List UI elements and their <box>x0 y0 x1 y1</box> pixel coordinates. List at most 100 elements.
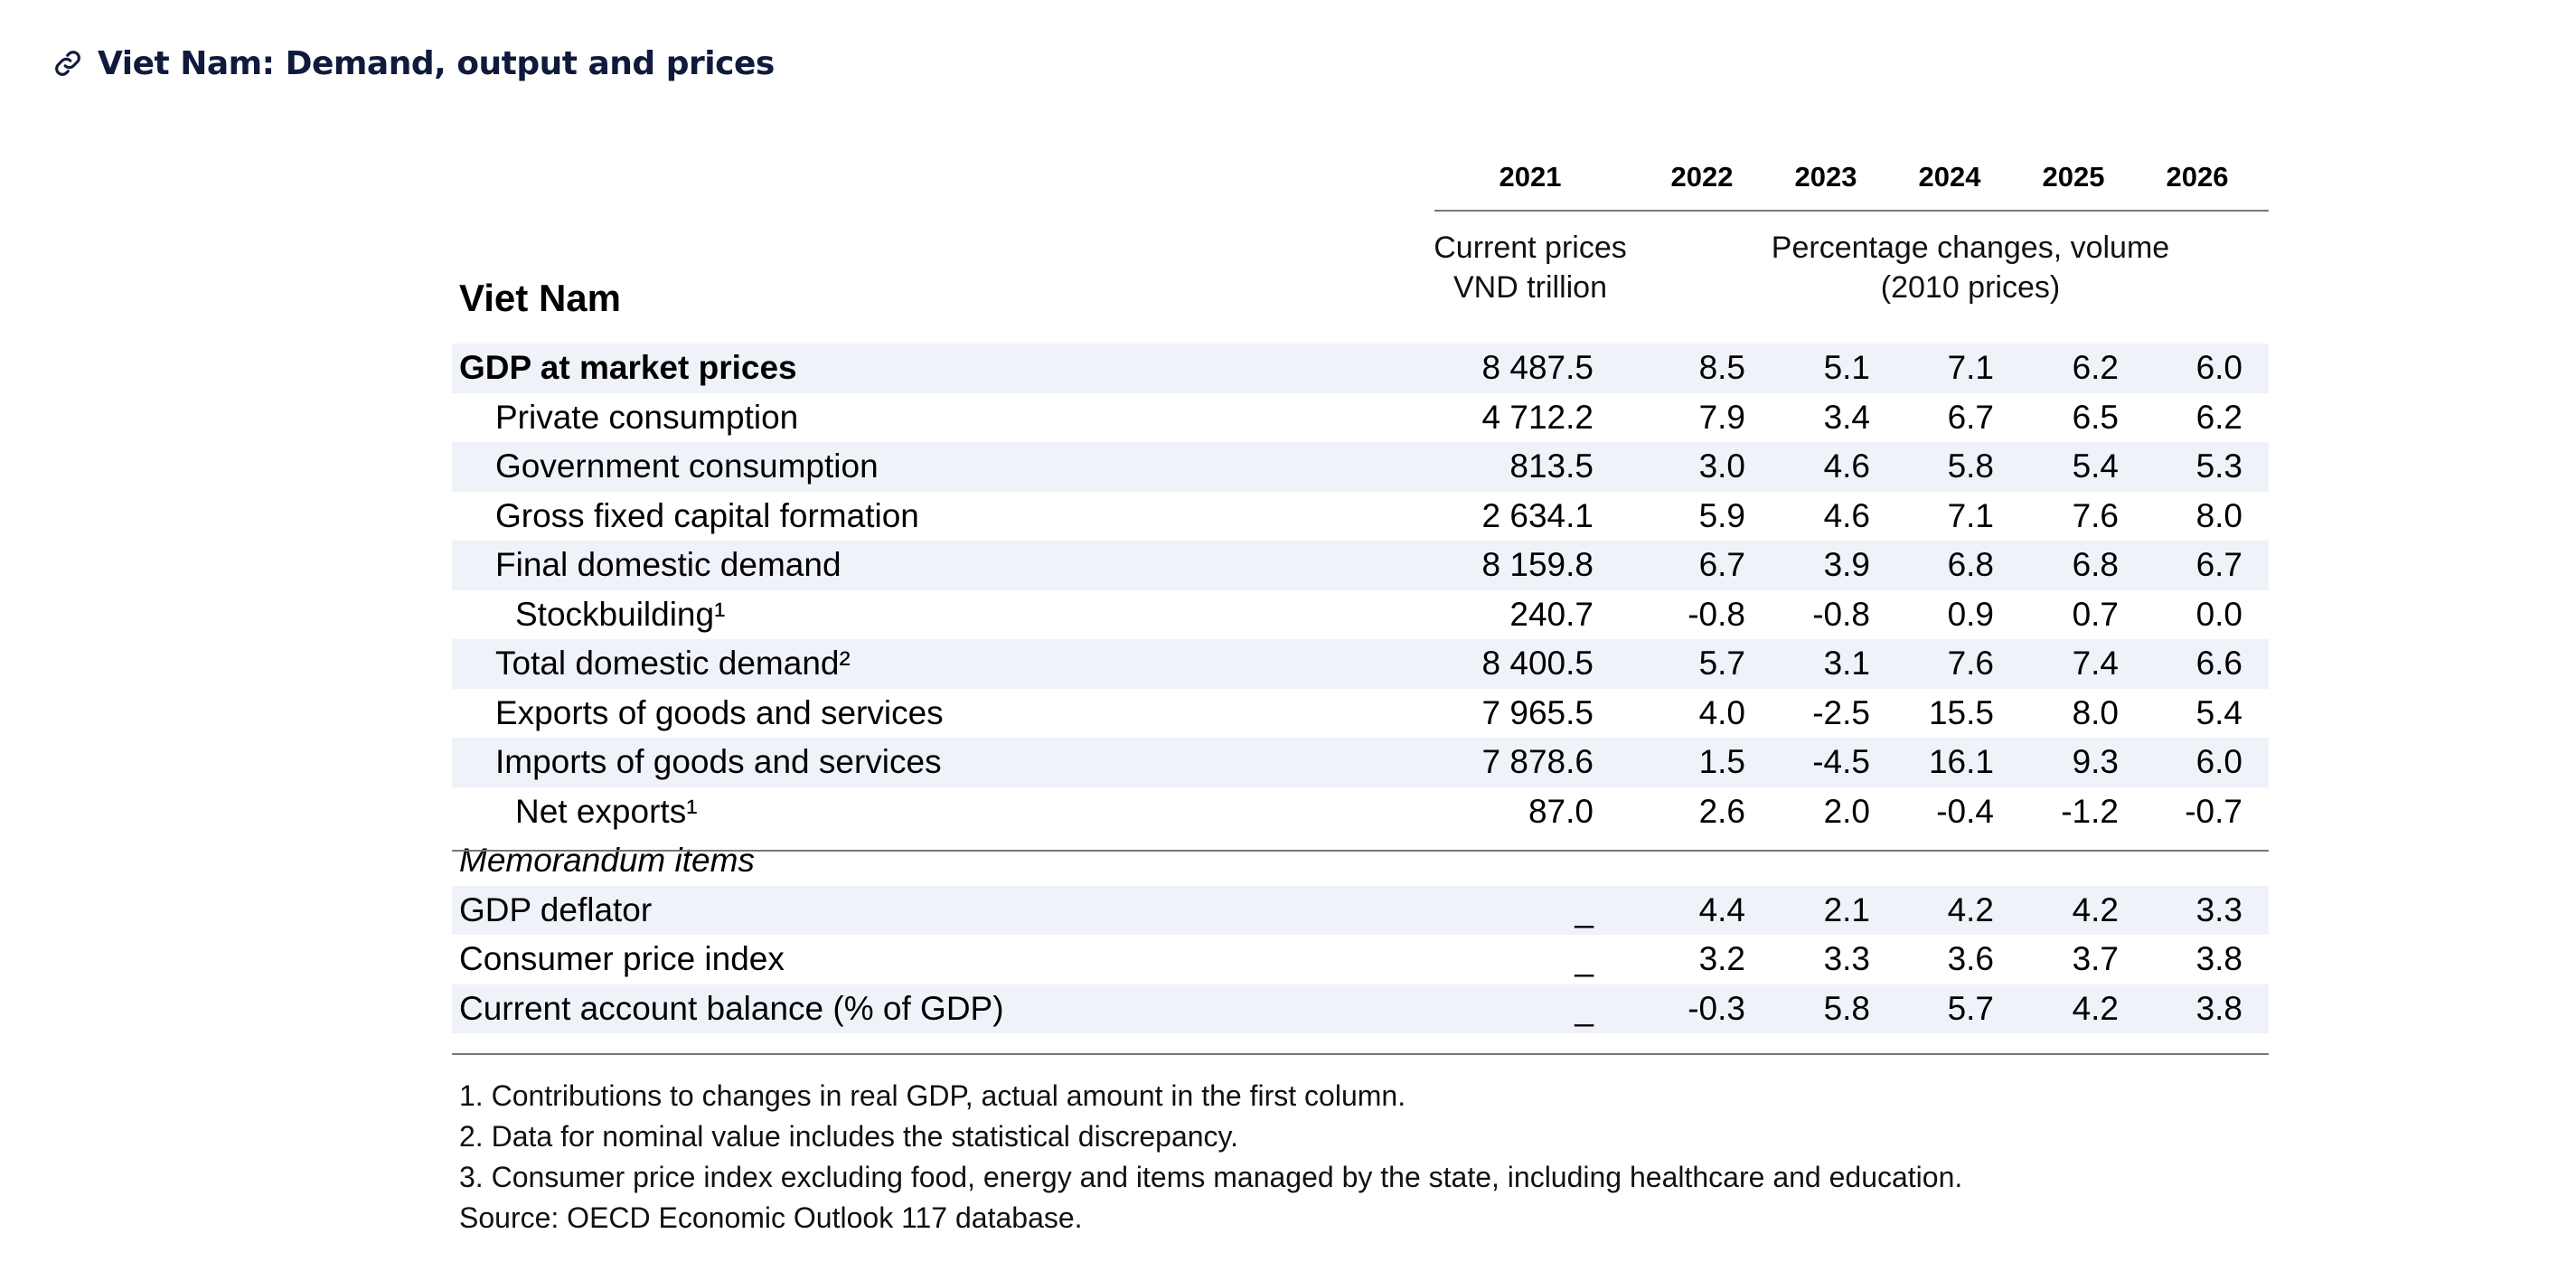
source-note: Source: OECD Economic Outlook 117 databa… <box>459 1201 1083 1234</box>
cell-value: 5.7 <box>1947 989 1994 1027</box>
cell-value: 0.9 <box>1947 595 1994 633</box>
cell-value: 6.7 <box>2195 546 2242 583</box>
cell-value: 3.8 <box>2195 989 2242 1027</box>
cell-value: 3.9 <box>1823 546 1870 583</box>
row-label: Private consumption <box>495 398 799 436</box>
country-heading: Viet Nam <box>459 277 621 319</box>
demand-output-prices-table: 2021 2022 2023 2024 2025 2026 Current pr… <box>452 145 2269 1252</box>
header-rule <box>1434 210 2269 212</box>
cell-value: 4.2 <box>2072 890 2119 928</box>
footnotes: 1. Contributions to changes in real GDP,… <box>459 1076 2267 1238</box>
table-row: Private consumption 4 712.2 7.9 3.4 6.7 6.5 6.… <box>452 393 2269 443</box>
cell-value: -4.5 <box>1812 743 1870 780</box>
table-row: Gross fixed capital formation 2 634.1 5.9 4… <box>452 492 2269 542</box>
cell-value: 8.5 <box>1698 349 1745 386</box>
cell-value: 6.8 <box>2072 546 2119 583</box>
unit-volume-changes: Percentage changes, volume (2010 prices) <box>1735 228 2205 307</box>
cell-value: 87.0 <box>1528 792 1594 830</box>
cell-value: 8 487.5 <box>1481 349 1594 386</box>
table-bottom-rule <box>452 1053 2269 1055</box>
cell-value: 3.6 <box>1947 940 1994 977</box>
cell-value: 3.4 <box>1823 398 1870 436</box>
cell-value: 4 712.2 <box>1481 398 1594 436</box>
table-row: GDP at market prices 8 487.5 8.5 5.1 7.1 6.2 6… <box>452 344 2269 393</box>
cell-value: 8.0 <box>2195 496 2242 534</box>
table-row: Imports of goods and services 7 878.6 1.5 -… <box>452 738 2269 787</box>
row-label: Consumer price index <box>459 940 785 977</box>
cell-value: 5.4 <box>2072 447 2119 485</box>
row-label: Government consumption <box>495 447 879 485</box>
cell-value: 6.6 <box>2195 645 2242 682</box>
cell-value: 2.0 <box>1823 792 1870 830</box>
year-header-2022: 2022 <box>1670 161 1734 193</box>
footnote-3: 3. Consumer price index excluding food, … <box>459 1161 1963 1193</box>
cell-value: 2.6 <box>1698 792 1745 830</box>
unit-volume-line-1: Percentage changes, volume <box>1771 231 2170 265</box>
cell-value: _ <box>1575 989 1594 1027</box>
cell-value: 5.8 <box>1947 447 1994 485</box>
cell-value: 5.9 <box>1698 496 1745 534</box>
cell-value: 6.0 <box>2195 743 2242 780</box>
cell-value: 2.1 <box>1823 890 1870 928</box>
row-label: Stockbuilding¹ <box>515 595 726 633</box>
cell-value: 6.5 <box>2072 398 2119 436</box>
cell-value: 3.2 <box>1698 940 1745 977</box>
footnote-2: 2. Data for nominal value includes the s… <box>459 1120 1239 1153</box>
cell-value: 4.6 <box>1823 447 1870 485</box>
cell-value: 16.1 <box>1928 743 1994 780</box>
cell-value: 4.2 <box>1947 890 1994 928</box>
cell-value: 7.9 <box>1698 398 1745 436</box>
cell-value: 7.1 <box>1947 496 1994 534</box>
cell-value: 4.2 <box>2072 989 2119 1027</box>
link-icon[interactable] <box>52 48 83 79</box>
cell-value: 5.4 <box>2195 693 2242 731</box>
unit-current-prices: Current prices VND trillion <box>1422 228 1639 307</box>
row-label: Imports of goods and services <box>495 743 942 780</box>
row-label: Net exports¹ <box>515 792 698 830</box>
cell-value: 0.0 <box>2195 595 2242 633</box>
table-row: Government consumption 813.5 3.0 4.6 5.8 5.4 5… <box>452 442 2269 492</box>
cell-value: 7.6 <box>2072 496 2119 534</box>
cell-value: 9.3 <box>2072 743 2119 780</box>
cell-value: 5.3 <box>2195 447 2242 485</box>
unit-volume-line-2: (2010 prices) <box>1880 270 2061 305</box>
cell-value: 8.0 <box>2072 693 2119 731</box>
cell-value: 813.5 <box>1509 447 1594 485</box>
table-row: Stockbuilding¹ 240.7 -0.8 -0.8 0.9 0.7 0.0 <box>452 590 2269 640</box>
cell-value: 6.2 <box>2195 398 2242 436</box>
cell-value: 3.8 <box>2195 940 2242 977</box>
cell-value: -0.3 <box>1688 989 1745 1027</box>
table-row: GDP deflator _ 4.4 2.1 4.2 4.2 3.3 <box>452 885 2269 935</box>
cell-value: 5.8 <box>1823 989 1870 1027</box>
cell-value: 3.3 <box>2195 890 2242 928</box>
cell-value: 1.5 <box>1698 743 1745 780</box>
cell-value: 6.7 <box>1947 398 1994 436</box>
row-label: Total domestic demand² <box>495 645 851 682</box>
cell-value: 5.7 <box>1698 645 1745 682</box>
row-label: Gross fixed capital formation <box>495 496 919 534</box>
table-row: Net exports¹ 87.0 2.6 2.0 -0.4 -1.2 -0.7 <box>452 787 2269 837</box>
cell-value: 6.0 <box>2195 349 2242 386</box>
row-label: Exports of goods and services <box>495 693 944 731</box>
unit-current-line-1: Current prices <box>1434 231 1627 265</box>
cell-value: 7.6 <box>1947 645 1994 682</box>
cell-value: 8 400.5 <box>1481 645 1594 682</box>
row-label: Final domestic demand <box>495 546 841 583</box>
year-header-2026: 2026 <box>2166 161 2229 193</box>
cell-value: 0.7 <box>2072 595 2119 633</box>
cell-value: -2.5 <box>1812 693 1870 731</box>
cell-value: 4.0 <box>1698 693 1745 731</box>
cell-value: 6.8 <box>1947 546 1994 583</box>
memorandum-rule <box>452 850 2269 852</box>
page-title[interactable]: Viet Nam: Demand, output and prices <box>98 44 775 82</box>
row-label: Current account balance (% of GDP) <box>459 989 1004 1027</box>
cell-value: 2 634.1 <box>1481 496 1594 534</box>
table-row: Total domestic demand² 8 400.5 5.7 3.1 7.6 7.… <box>452 639 2269 689</box>
cell-value: 7.1 <box>1947 349 1994 386</box>
cell-value: 7.4 <box>2072 645 2119 682</box>
cell-value: 7 965.5 <box>1481 693 1594 731</box>
year-header-2021: 2021 <box>1499 161 1562 193</box>
cell-value: 3.7 <box>2072 940 2119 977</box>
footnote-1: 1. Contributions to changes in real GDP,… <box>459 1079 1406 1112</box>
cell-value: 240.7 <box>1509 595 1594 633</box>
